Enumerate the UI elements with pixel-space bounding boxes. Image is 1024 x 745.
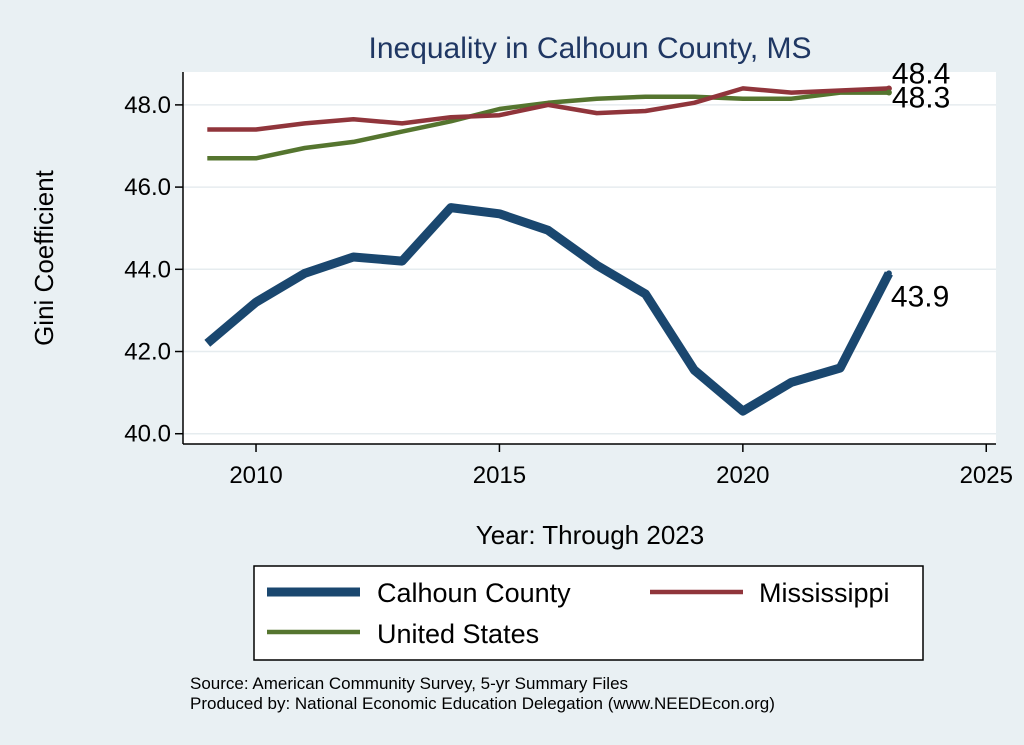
legend-box [253, 565, 924, 661]
source-line-1: Source: American Community Survey, 5-yr … [190, 674, 628, 693]
legend-label-united-states: United States [377, 619, 539, 649]
y-axis-title: Gini Coefficient [29, 169, 59, 346]
x-tick-label-0: 2010 [229, 462, 282, 489]
y-tick-label-2: 44.0 [124, 256, 171, 283]
series-line-mississippi [207, 86, 889, 132]
x-axis-title: Year: Through 2023 [476, 520, 704, 550]
legend: Calhoun County Mississippi United States [253, 565, 924, 661]
end-label-united-states: 48.3 [892, 82, 950, 115]
y-tick-label-3: 46.0 [124, 174, 171, 201]
end-marker-calhoun-county [885, 270, 892, 277]
y-tick-label-0: 40.0 [124, 421, 171, 448]
legend-label-calhoun-county: Calhoun County [377, 578, 571, 608]
legend-label-mississippi: Mississippi [759, 578, 890, 608]
end-label-calhoun-county: 43.9 [891, 280, 949, 313]
series-layer [204, 86, 893, 416]
x-tick-label-3: 2025 [960, 462, 1013, 489]
chart-title: Inequality in Calhoun County, MS [368, 32, 811, 65]
x-tick-label-1: 2015 [473, 462, 526, 489]
x-tick-label-2: 2020 [716, 462, 769, 489]
source-line-2: Produced by: National Economic Education… [190, 694, 775, 713]
axes: 40.0 42.0 44.0 46.0 48.0 2010 2015 2020 2025 [124, 72, 1013, 489]
end-marker-mississippi [885, 85, 892, 92]
end-marker-united-states [885, 89, 892, 96]
y-tick-label-1: 42.0 [124, 339, 171, 366]
end-label-mississippi: 48.4 [892, 57, 950, 90]
y-tick-label-4: 48.0 [124, 92, 171, 119]
series-line-calhoun-county [204, 203, 893, 416]
end-labels: 43.9 48.448.3 [885, 57, 950, 313]
